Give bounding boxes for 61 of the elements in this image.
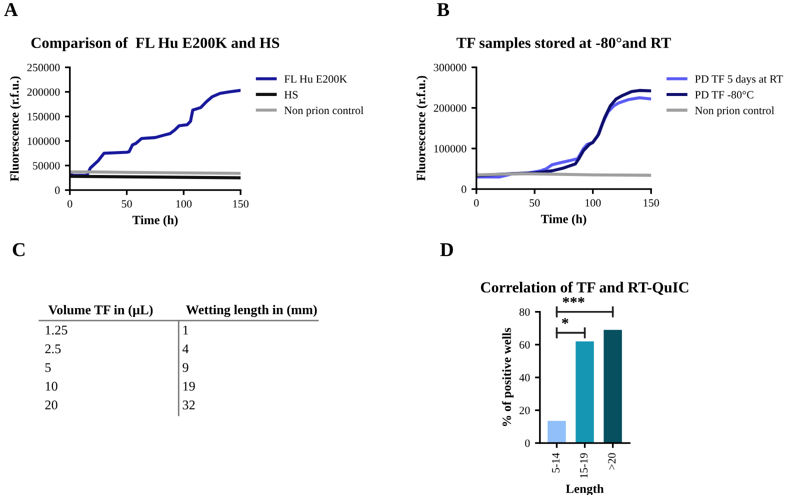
y-tick-label: 60 (520, 341, 530, 349)
y-tick-label: 300000 (434, 64, 466, 72)
text: D (440, 243, 453, 256)
y-tick-label: 0 (462, 186, 466, 194)
bar (548, 420, 566, 444)
x-tick-label: 50 (122, 200, 132, 208)
x-axis-title: Time (h) (540, 214, 586, 226)
text: 9 (182, 363, 188, 372)
y-axis-title: Fluorescence (r.f.u.) (10, 76, 22, 182)
text: A (4, 3, 18, 16)
y-tick-label: 40 (519, 374, 530, 382)
y-tick-label: 0 (525, 439, 530, 447)
chart-title: TF samples stored at -80°and RT (456, 37, 671, 52)
legend-label: Non prion control (284, 106, 364, 116)
x-tick-label: 150 (233, 200, 248, 208)
y-tick-label: 80 (520, 308, 530, 316)
y-axis-title: Fluorescence (r.f.u.) (416, 76, 428, 181)
text: 1 (183, 326, 188, 334)
x-tick-label: 15-19 (580, 453, 588, 478)
y-tick-label: 200000 (434, 104, 466, 112)
y-tick-label: 20 (520, 406, 530, 414)
text: 2.5 (45, 344, 61, 354)
y-tick-label: 100000 (434, 144, 466, 152)
y-axis-title: % of positive wells (502, 328, 514, 426)
legend-label: Non prion control (695, 106, 774, 116)
text: *** (562, 297, 584, 303)
text: 32 (182, 400, 195, 410)
x-tick-label: >20 (608, 453, 616, 470)
x-tick-label: 0 (68, 200, 72, 208)
text: B (437, 3, 450, 16)
x-tick-label: 100 (176, 200, 192, 208)
legend-label: FL Hu E200K (284, 75, 348, 83)
x-tick-label: 150 (644, 199, 659, 207)
legend-label: PD TF 5 days at RT (695, 74, 783, 86)
x-tick-label: 100 (585, 199, 601, 207)
y-tick-label: 50000 (33, 162, 60, 170)
y-tick-label: 100000 (28, 137, 60, 145)
line-series (70, 88, 241, 177)
y-tick-label: 150000 (28, 112, 60, 120)
category-label: Wetting length in (mm) (186, 304, 317, 317)
x-tick-label: 5-14 (552, 452, 560, 472)
chart-title: Correlation of TF and RT-QuIC (480, 282, 688, 295)
x-tick-label: 50 (530, 199, 540, 207)
text: 19 (183, 382, 195, 391)
text: 4 (182, 344, 189, 354)
category-label: Volume TF in (µL) (48, 305, 153, 317)
text: C (12, 243, 24, 256)
legend-label: PD TF -80°C (695, 91, 754, 99)
text: 5 (45, 363, 51, 372)
chart-title: Comparison of FL Hu E200K and HS (31, 37, 280, 52)
text: 1.25 (46, 326, 68, 335)
annotation: * (562, 318, 568, 324)
x-axis-title: Time (h) (132, 215, 178, 227)
y-tick-label: 200000 (27, 88, 60, 96)
bar (576, 341, 594, 444)
x-tick-label: 0 (474, 199, 479, 207)
text: 10 (46, 382, 58, 391)
y-tick-label: 0 (55, 186, 60, 194)
y-tick-label: 250000 (27, 64, 60, 72)
legend-label: HS (284, 90, 298, 98)
bar (604, 330, 622, 444)
